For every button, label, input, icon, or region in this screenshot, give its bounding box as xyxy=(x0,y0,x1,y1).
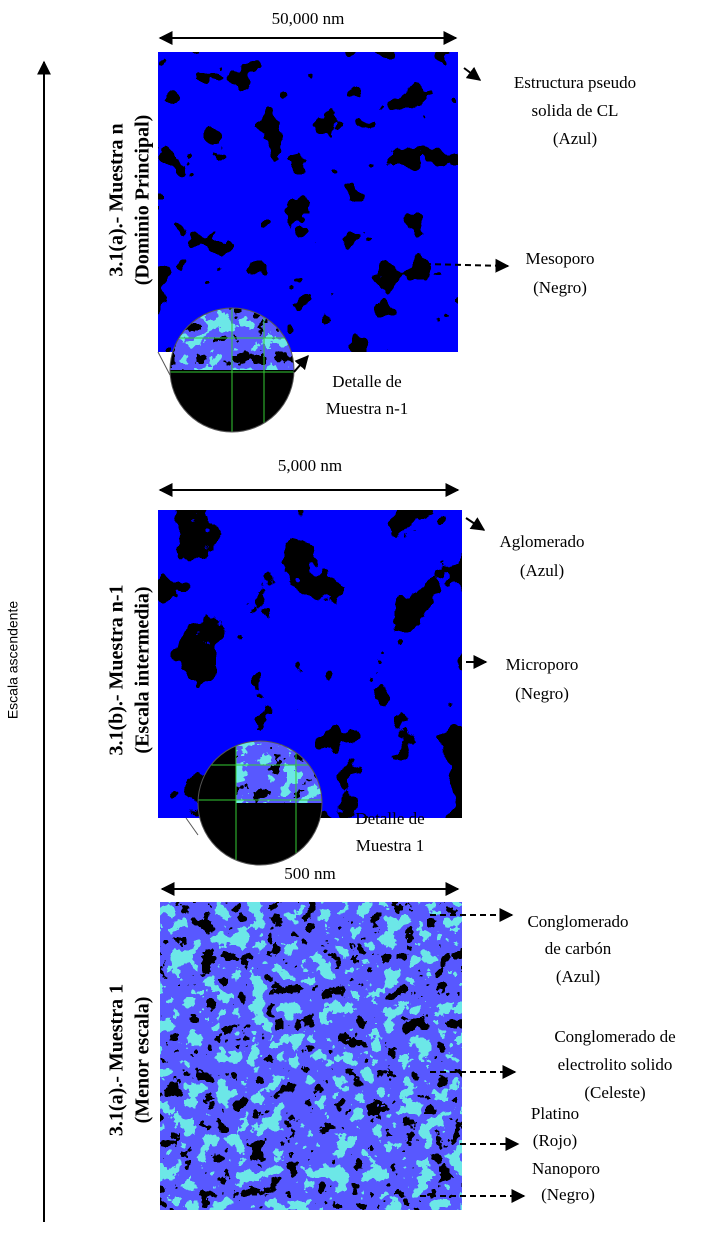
annotation: Platino xyxy=(531,1104,579,1123)
detail-lens xyxy=(198,741,322,865)
annotation: (Negro) xyxy=(515,684,569,703)
lens-guide xyxy=(158,352,170,375)
annotation: (Negro) xyxy=(541,1185,595,1204)
annotation: electrolito solido xyxy=(558,1055,673,1074)
panel-title: 3.1(a).- Muestra 1 xyxy=(106,984,128,1136)
page: {"axis_label": "Escala ascendente", "pan… xyxy=(0,0,708,1234)
scale-label: 50,000 nm xyxy=(272,9,345,28)
detail-label: Muestra 1 xyxy=(356,836,424,855)
axis-label: Escala ascendente xyxy=(5,601,21,720)
annotation: (Rojo) xyxy=(533,1131,577,1150)
annotation: de carbón xyxy=(545,939,612,958)
annotation: (Celeste) xyxy=(584,1083,645,1102)
panel-title: 3.1(b).- Muestra n-1 xyxy=(106,584,128,755)
arrow xyxy=(294,356,308,372)
annotation: Estructura pseudo xyxy=(514,73,636,92)
scale-label: 5,000 nm xyxy=(278,456,342,475)
panel-title: (Escala intermedia) xyxy=(132,586,154,753)
annotation: Conglomerado xyxy=(527,912,628,931)
annotation: (Azul) xyxy=(553,129,597,148)
detail-label: Muestra n-1 xyxy=(326,399,409,418)
detail-label: Detalle de xyxy=(355,809,424,828)
annotation: Mesoporo xyxy=(526,249,595,268)
annotation: Microporo xyxy=(506,655,579,674)
panel-title: 3.1(a).- Muestra n xyxy=(106,123,128,276)
lens-guide xyxy=(186,818,198,835)
scale-label: 500 nm xyxy=(284,864,335,883)
figure: Escala ascendente 50,000 nm 3.1(a).- Mue… xyxy=(0,0,708,1234)
annotation: (Negro) xyxy=(533,278,587,297)
arrow xyxy=(464,68,480,80)
detail-lens xyxy=(170,308,294,432)
panel-title: (Dominio Principal) xyxy=(132,115,154,286)
annotation: Nanoporo xyxy=(532,1159,600,1178)
micrograph xyxy=(158,52,458,352)
annotation: Aglomerado xyxy=(500,532,585,551)
arrow xyxy=(466,518,484,530)
detail-label: Detalle de xyxy=(332,372,401,391)
annotation: (Azul) xyxy=(556,967,600,986)
annotation: solida de CL xyxy=(532,101,619,120)
panel-title: (Menor escala) xyxy=(132,997,154,1124)
annotation: (Azul) xyxy=(520,561,564,580)
micrograph xyxy=(160,902,462,1210)
annotation: Conglomerado de xyxy=(554,1027,675,1046)
